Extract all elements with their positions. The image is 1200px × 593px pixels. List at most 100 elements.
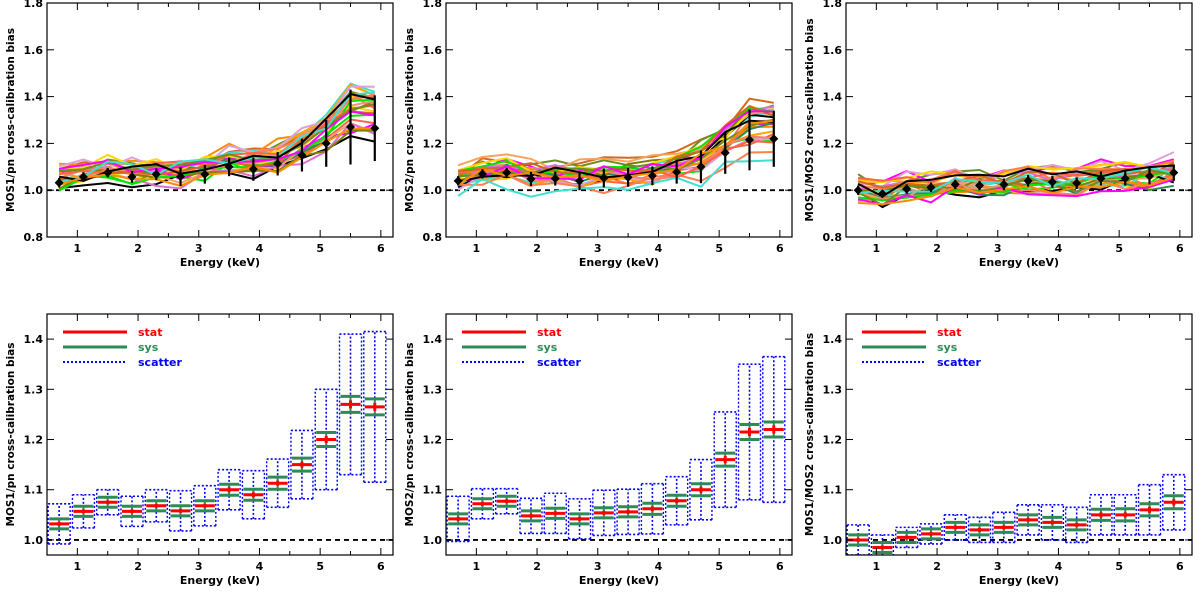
x-axis-label: Energy (keV) xyxy=(979,574,1059,587)
legend-label-stat: stat xyxy=(537,326,562,339)
x-tick-label: 4 xyxy=(655,560,663,573)
x-axis-label: Energy (keV) xyxy=(180,574,260,587)
y-tick-label: 1.4 xyxy=(823,333,843,346)
plot-frame xyxy=(845,2,1193,238)
source-curve xyxy=(457,120,774,186)
mean-marker xyxy=(1047,177,1057,187)
x-tick-label: 1 xyxy=(74,242,82,255)
x-tick-label: 6 xyxy=(1176,560,1184,573)
x-axis-label: Energy (keV) xyxy=(579,256,659,269)
x-axis-label: Energy (keV) xyxy=(979,256,1059,269)
x-tick-label: 3 xyxy=(594,242,602,255)
mean-marker xyxy=(103,168,113,178)
mean-marker xyxy=(200,169,210,179)
legend-label-stat: stat xyxy=(138,326,163,339)
mean-marker xyxy=(696,162,706,172)
source-curve xyxy=(857,164,1174,198)
y-tick-label: 1.0 xyxy=(24,534,44,547)
mean-marker xyxy=(526,174,536,184)
y-tick-label: 0.8 xyxy=(423,231,443,244)
source-curve xyxy=(58,127,375,187)
x-tick-label: 3 xyxy=(994,560,1002,573)
mean-marker xyxy=(54,178,64,188)
x-tick-label: 1 xyxy=(74,560,82,573)
mean-marker xyxy=(745,135,755,145)
mean-marker xyxy=(297,150,307,160)
x-axis-label: Energy (keV) xyxy=(180,256,260,269)
chart-panel-mos2-pn-bottom: stat sys scatter 1 2 3 4 5 6 1.0 1.1 1.2 1.3 1.4 Energ… xyxy=(404,313,793,587)
mean-marker xyxy=(877,189,887,199)
plot-frame xyxy=(845,313,1193,556)
y-tick-label: 1.2 xyxy=(823,434,843,447)
mean-marker xyxy=(926,182,936,192)
legend-label-sys: sys xyxy=(937,341,958,354)
y-axis-label: MOS1/MOS2 cross-calibration bias xyxy=(804,333,816,536)
y-tick-label: 1.0 xyxy=(24,184,44,197)
plot-area xyxy=(446,355,792,543)
y-axis-label: MOS1/MOS2 cross-calibration bias xyxy=(804,18,816,221)
x-tick-label: 6 xyxy=(377,560,385,573)
plot-frame xyxy=(46,2,394,238)
mean-marker xyxy=(550,174,560,183)
chart-panel-mos1-pn-top: 1 2 3 4 5 6 0.8 1.0 1.2 1.4 1.6 1.8 Energy (keV) MOS1… xyxy=(5,0,394,269)
y-tick-label: 1.2 xyxy=(423,137,443,150)
mean-marker xyxy=(224,162,234,172)
legend-label-sys: sys xyxy=(138,341,159,354)
y-tick-label: 1.6 xyxy=(24,44,44,57)
mean-marker xyxy=(453,176,463,186)
x-tick-label: 4 xyxy=(256,242,264,255)
mean-marker xyxy=(248,164,258,174)
x-tick-label: 5 xyxy=(1115,560,1123,573)
mean-marker xyxy=(1145,171,1155,181)
mean-marker xyxy=(647,171,657,181)
plot-frame xyxy=(445,313,793,556)
legend-label-scatter: scatter xyxy=(138,356,182,369)
x-tick-label: 1 xyxy=(873,242,881,255)
x-tick-label: 2 xyxy=(134,560,142,573)
y-tick-label: 1.1 xyxy=(823,484,843,497)
mean-marker xyxy=(1096,174,1106,183)
source-curve xyxy=(858,166,1175,194)
source-curve xyxy=(858,176,1175,206)
x-tick-label: 2 xyxy=(933,560,941,573)
y-tick-label: 1.8 xyxy=(823,0,843,10)
chart-panel-mos1-mos2-top: 1 2 3 4 5 6 0.8 1.0 1.2 1.4 1.6 1.8 Energy (keV) MOS1… xyxy=(804,0,1193,269)
y-tick-label: 1.6 xyxy=(823,44,843,57)
source-curve xyxy=(457,159,774,198)
x-tick-label: 5 xyxy=(316,560,324,573)
x-tick-label: 3 xyxy=(994,242,1002,255)
source-curve xyxy=(857,161,1175,189)
x-tick-label: 6 xyxy=(377,242,385,255)
y-tick-label: 1.2 xyxy=(423,434,443,447)
x-tick-label: 2 xyxy=(533,560,541,573)
plot-area xyxy=(47,82,393,192)
legend-label-stat: stat xyxy=(937,326,962,339)
x-tick-label: 5 xyxy=(715,242,723,255)
mean-marker xyxy=(127,172,137,182)
mean-marker xyxy=(346,122,356,132)
y-tick-label: 1.0 xyxy=(823,184,843,197)
y-tick-label: 1.3 xyxy=(423,383,443,396)
y-tick-label: 1.2 xyxy=(24,434,44,447)
y-tick-label: 1.0 xyxy=(423,184,443,197)
source-curve xyxy=(857,178,1175,206)
mean-marker xyxy=(370,123,380,133)
mean-marker xyxy=(1023,176,1033,186)
mean-marker xyxy=(502,168,512,178)
mean-marker xyxy=(1072,178,1082,188)
y-tick-label: 1.2 xyxy=(823,137,843,150)
mean-marker xyxy=(720,148,730,158)
legend-label-scatter: scatter xyxy=(537,356,581,369)
y-tick-label: 1.2 xyxy=(24,137,44,150)
source-curve xyxy=(58,92,376,182)
y-axis-label: MOS2/pn cross-calibration bias xyxy=(404,28,416,212)
x-tick-label: 1 xyxy=(473,242,481,255)
x-tick-label: 5 xyxy=(715,560,723,573)
x-tick-label: 4 xyxy=(655,242,663,255)
x-tick-label: 4 xyxy=(1055,560,1063,573)
x-tick-label: 1 xyxy=(473,560,481,573)
mean-marker xyxy=(321,138,331,148)
x-tick-label: 2 xyxy=(933,242,941,255)
y-tick-label: 1.0 xyxy=(423,534,443,547)
